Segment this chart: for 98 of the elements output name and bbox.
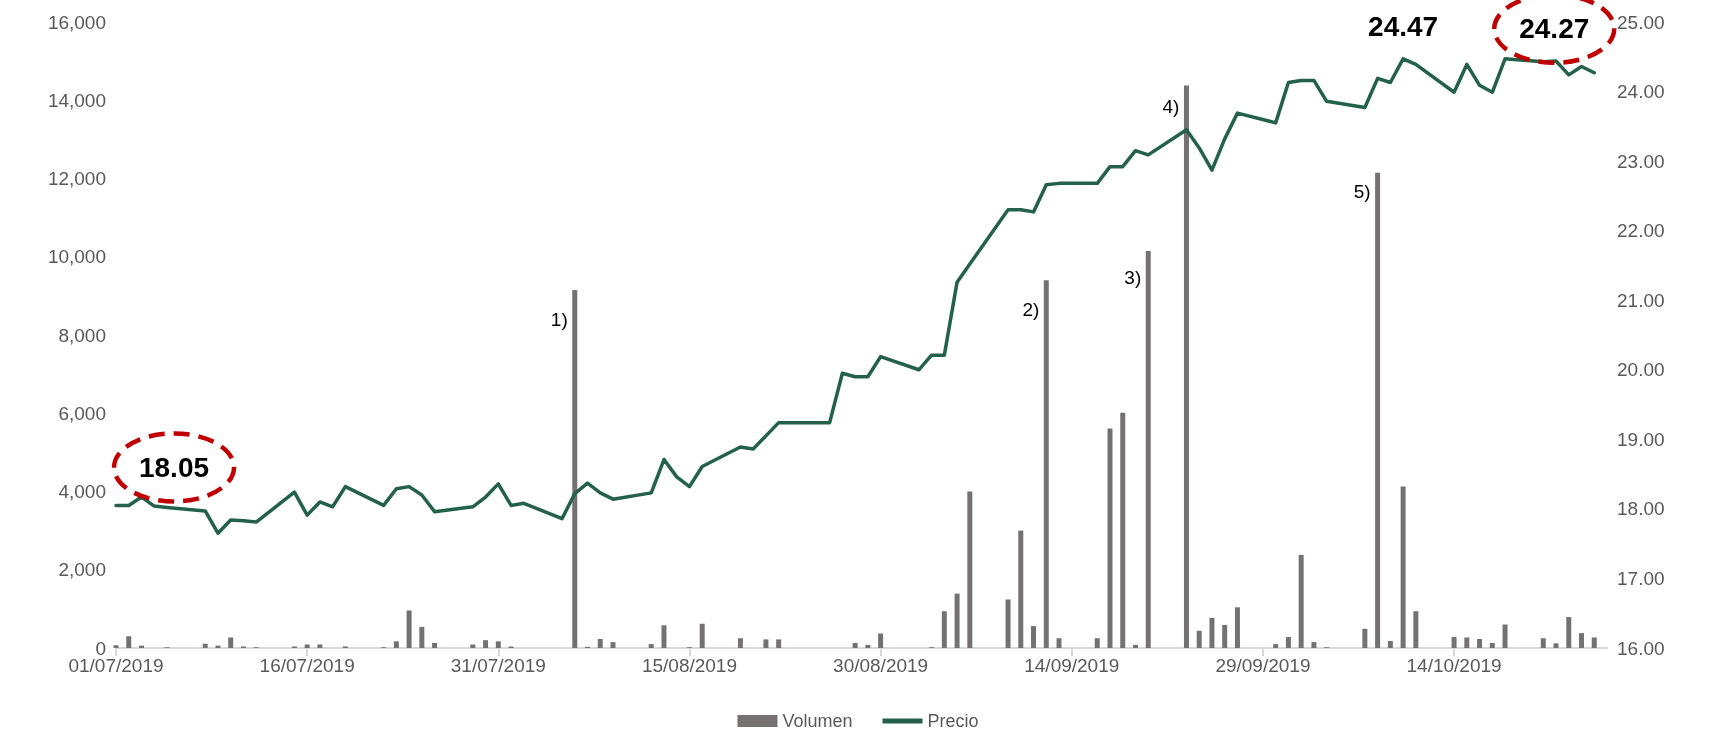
bar [967,491,973,648]
bar [1413,611,1419,648]
annotation: 5) [1353,181,1371,203]
x-tick-label: 14/10/2019 [1406,655,1502,676]
bar [1579,633,1585,648]
y-tick-label: 12,000 [47,168,106,189]
bar [776,639,782,648]
data-label: 24.47 [1368,11,1439,43]
bar [495,641,501,648]
y2-tick-label: 19.00 [1617,428,1665,450]
bar [1489,642,1495,648]
bar [661,625,667,648]
bar [432,642,438,648]
x-tick-label: 31/07/2019 [450,655,546,676]
legend-label: Volumen [782,711,853,731]
bar [572,290,578,648]
bar [1477,639,1483,648]
annotation: 4) [1162,95,1180,117]
y2-tick-label: 25.00 [1617,11,1665,33]
bar [1056,638,1062,648]
bar [1132,644,1138,648]
y2-tick-label: 23.00 [1617,150,1665,172]
y-tick-label: 2,000 [58,559,106,581]
bar [1375,172,1381,648]
x-tick-label: 16/07/2019 [259,655,355,676]
bar [1120,412,1126,648]
bar [1387,640,1393,648]
y2-tick-label: 20.00 [1617,359,1665,381]
data-label: 18.05 [138,451,210,483]
bar [1400,486,1406,648]
y-tick-label: 14,000 [47,89,106,111]
y-tick-label: 4,000 [58,481,106,502]
bar [1209,617,1215,648]
bar [941,611,947,648]
bar [954,593,960,648]
annotation: 2) [1022,299,1040,321]
bar [1540,638,1546,648]
data-label: 24.27 [1519,13,1590,45]
bar [393,641,399,648]
line-series [114,57,1597,535]
annotation: 1) [550,308,568,330]
bar [648,644,654,648]
bar [1566,617,1572,648]
bar [1464,637,1470,648]
bar [610,642,616,648]
bar [113,645,119,648]
bar [878,633,884,648]
y2-tick-label: 21.00 [1617,289,1665,311]
bar [1285,637,1291,648]
bar [483,640,489,648]
x-tick-label: 15/08/2019 [641,655,738,676]
bar [1043,280,1049,648]
y-tick-label: 8,000 [58,324,106,346]
y2-tick-label: 22.00 [1617,220,1665,242]
bar [1094,638,1100,648]
bar [317,644,323,648]
y-tick-label: 10,000 [47,246,106,268]
x-tick-label: 29/09/2019 [1215,655,1311,676]
bar [1018,530,1024,648]
bar [1273,644,1279,648]
bar [1196,630,1202,648]
bar [1591,637,1597,648]
bar [1234,607,1240,648]
bar [202,643,208,648]
y2-tick-label: 24.00 [1617,81,1665,103]
bar [852,642,858,648]
legend-label: Precio [927,711,979,731]
bar [699,623,705,648]
bar [1553,643,1559,648]
bar [737,638,743,648]
bar [1107,428,1113,648]
bar [1362,628,1368,648]
bar [1183,85,1189,648]
bar [470,644,476,648]
y-tick-label: 16,000 [47,11,106,33]
y2-tick-label: 18.00 [1617,498,1665,520]
bar [1031,626,1037,648]
bar [1005,599,1011,648]
y2-tick-label: 16.00 [1617,637,1665,659]
bar [1311,642,1317,648]
bar [1145,250,1151,648]
bar [1222,624,1228,648]
x-tick-label: 30/08/2019 [833,655,929,676]
bar [406,610,412,648]
bar [228,637,234,648]
bar [419,626,425,648]
x-tick-label: 14/09/2019 [1024,655,1120,676]
annotation: 3) [1124,266,1142,288]
y2-tick-label: 17.00 [1617,567,1665,589]
bar [763,639,769,648]
bar [597,639,603,648]
bar [304,644,310,648]
y-tick-label: 6,000 [58,402,106,424]
bar [865,644,871,648]
bar [126,636,132,648]
bar [1451,637,1457,648]
bar [1502,624,1508,648]
bar [1298,554,1304,648]
